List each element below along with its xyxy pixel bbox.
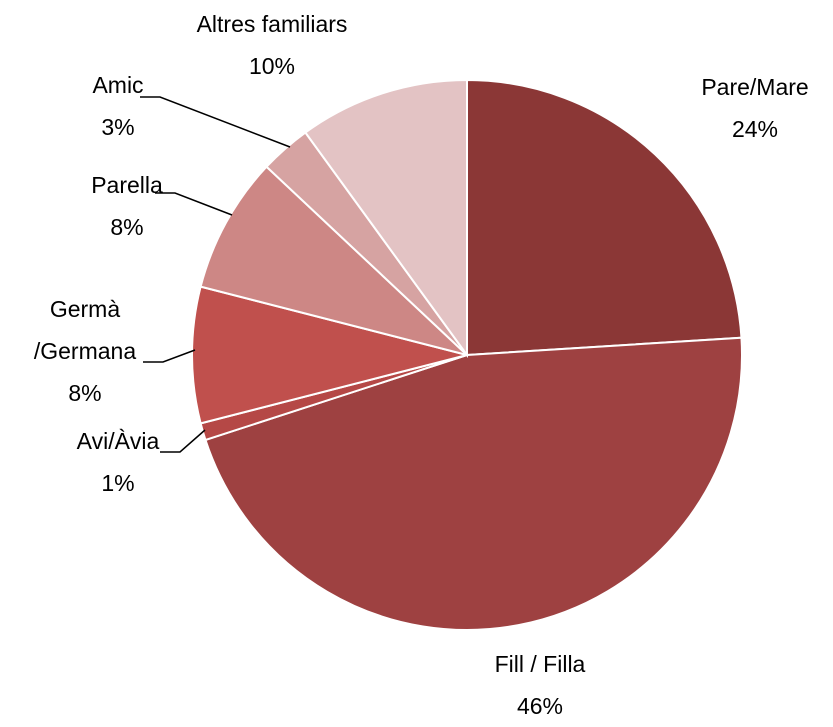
slice-label: Fill / Filla 46% — [430, 643, 650, 727]
slice-value: 1% — [101, 470, 135, 496]
slice-label: Germà /Germana 8% — [25, 288, 145, 414]
pie-slice — [199, 165, 468, 356]
slice-value: 8% — [110, 214, 144, 240]
slice-name: Fill / Filla — [494, 651, 586, 677]
slice-label: Avi/Àvia 1% — [43, 420, 193, 504]
slice-name: Avi/Àvia — [76, 428, 160, 454]
pie-slice — [303, 78, 468, 359]
pie-slice — [466, 78, 743, 357]
leader-line — [155, 192, 233, 216]
slice-name: Parella — [91, 172, 163, 198]
slice-value: 24% — [731, 116, 779, 142]
leader-line — [160, 429, 206, 453]
pie-slice — [191, 285, 468, 425]
slice-label: Altres familiars 10% — [142, 3, 402, 87]
slice-name: Amic — [92, 72, 144, 98]
slice-label: Pare/Mare 24% — [655, 66, 833, 150]
leader-line — [140, 96, 291, 148]
pie-slice — [204, 336, 743, 631]
slice-value: 8% — [68, 380, 102, 406]
slice-value: 46% — [516, 693, 564, 719]
slice-label: Parella 8% — [52, 164, 202, 248]
slice-label: Amic 3% — [58, 64, 178, 148]
slice-value: 3% — [101, 114, 135, 140]
slice-value: 10% — [248, 53, 296, 79]
slice-name: Pare/Mare — [701, 74, 809, 100]
slice-name: Germà /Germana — [33, 296, 137, 364]
slice-name: Altres familiars — [196, 11, 348, 37]
leader-line — [143, 349, 196, 363]
